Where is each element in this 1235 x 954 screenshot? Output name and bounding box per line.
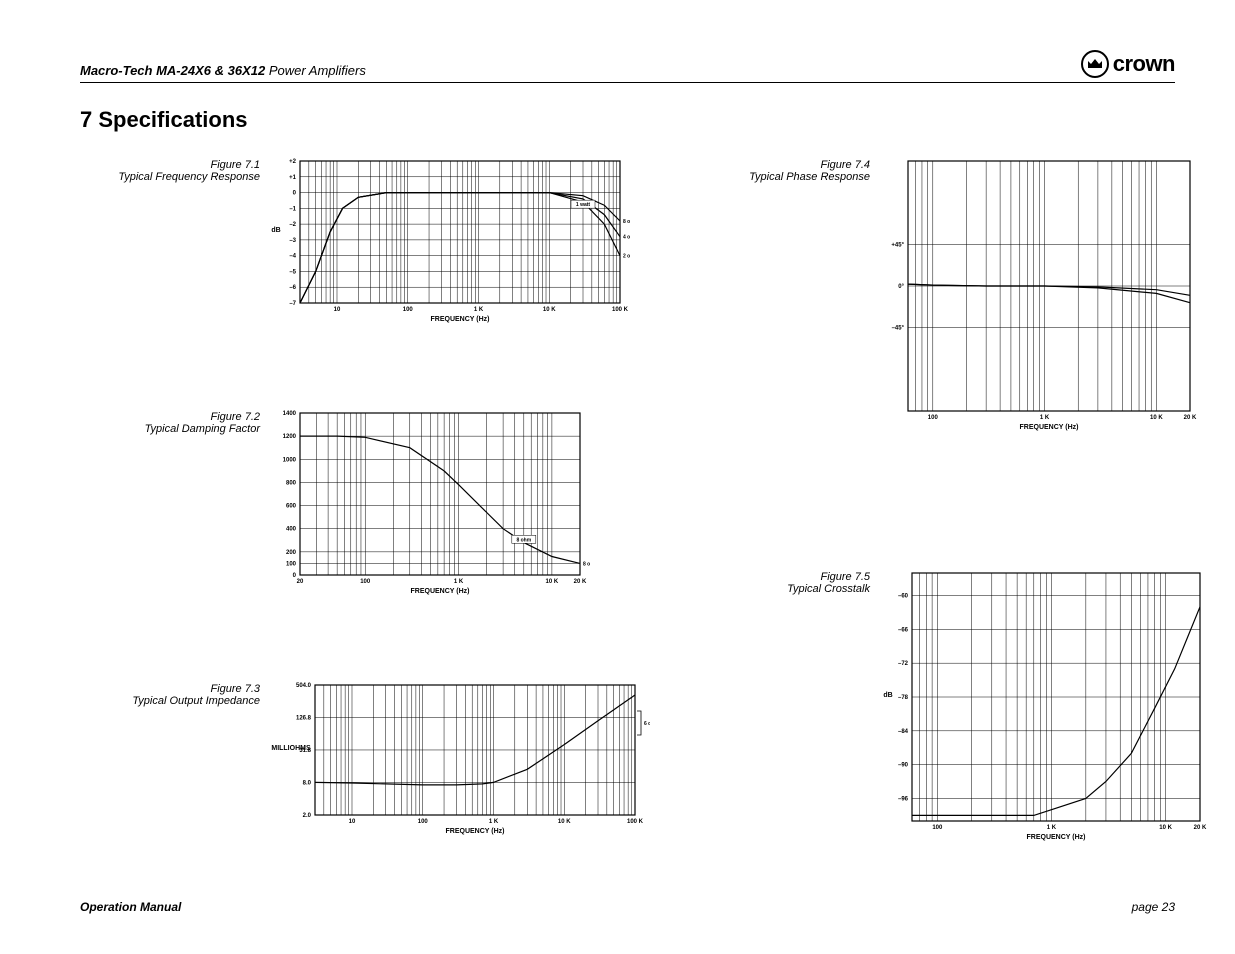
svg-text:FREQUENCY (Hz): FREQUENCY (Hz) (1027, 834, 1086, 841)
svg-text:–84: –84 (898, 729, 909, 735)
svg-text:1 K: 1 K (474, 307, 484, 313)
figure-7-4-chart: 100 1 K 10 K 20 K +45° 0° –45° FREQUENCY (Hz) (880, 153, 1200, 455)
figure-7-1: Figure 7.1 Typical Frequency Response 10… (80, 153, 650, 345)
svg-text:MILLIOHMS: MILLIOHMS (271, 745, 311, 752)
svg-text:–5: –5 (289, 269, 296, 275)
svg-text:10 K: 10 K (1150, 415, 1163, 421)
svg-text:2.0: 2.0 (303, 813, 312, 819)
svg-text:FREQUENCY (Hz): FREQUENCY (Hz) (1020, 424, 1079, 431)
svg-text:8 ohm: 8 ohm (623, 219, 630, 225)
svg-text:100: 100 (360, 579, 371, 585)
svg-text:10 K: 10 K (558, 819, 571, 825)
left-column: Figure 7.1 Typical Frequency Response 10… (80, 153, 650, 867)
figure-7-3: Figure 7.3 Typical Output Impedance 10 10… (80, 677, 650, 859)
figure-7-2: Figure 7.2 Typical Damping Factor 20 100 1… (80, 405, 650, 617)
svg-text:504.0: 504.0 (296, 683, 312, 689)
svg-text:20: 20 (297, 579, 304, 585)
header-title: Macro-Tech MA-24X6 & 36X12 Power Amplifi… (80, 63, 366, 78)
svg-text:–6: –6 (289, 285, 296, 291)
svg-text:200: 200 (286, 550, 297, 556)
svg-text:1 K: 1 K (454, 579, 464, 585)
svg-text:1 watt: 1 watt (576, 202, 591, 208)
svg-text:6 dB: 6 dB (644, 721, 650, 727)
svg-text:dB: dB (271, 227, 280, 234)
svg-text:dB: dB (883, 692, 892, 699)
brand-logo: crown (1081, 50, 1175, 78)
section-heading: 7 Specifications (80, 107, 1175, 133)
figures-grid: Figure 7.1 Typical Frequency Response 10… (80, 153, 1175, 867)
svg-text:–45°: –45° (892, 326, 905, 332)
figure-7-4-caption: Figure 7.4 Typical Phase Response (690, 153, 870, 183)
figure-7-2-caption: Figure 7.2 Typical Damping Factor (80, 405, 260, 435)
figure-7-2-chart: 20 100 1 K 10 K 20 K 1400 1200 1000 800 600 400 200… (270, 405, 590, 617)
svg-text:126.8: 126.8 (296, 715, 312, 721)
figure-7-3-caption: Figure 7.3 Typical Output Impedance (80, 677, 260, 707)
right-column: Figure 7.4 Typical Phase Response 100 1 K… (690, 153, 1210, 867)
svg-text:20 K: 20 K (1194, 825, 1207, 831)
figure-7-5-caption: Figure 7.5 Typical Crosstalk (690, 565, 870, 595)
svg-text:10: 10 (349, 819, 356, 825)
svg-text:20 K: 20 K (1184, 415, 1197, 421)
page-header: Macro-Tech MA-24X6 & 36X12 Power Amplifi… (80, 50, 1175, 83)
footer-right: page 23 (1132, 900, 1175, 914)
svg-text:100: 100 (418, 819, 429, 825)
svg-text:+1: +1 (289, 175, 297, 181)
figure-7-5: Figure 7.5 Typical Crosstalk 100 1 K 10 K 2… (690, 565, 1210, 867)
svg-text:1000: 1000 (283, 457, 297, 463)
svg-text:2 ohm: 2 ohm (623, 254, 630, 260)
svg-text:800: 800 (286, 480, 297, 486)
svg-text:0°: 0° (898, 284, 904, 290)
svg-text:4 ohm: 4 ohm (623, 235, 630, 241)
figure-7-1-chart: 10 100 1 K 10 K 100 K +2 +1 0 –1 –2 –3 –4 –5 –6 –7 dB FR… (270, 153, 630, 345)
product-name: Macro-Tech MA-24X6 & 36X12 (80, 63, 265, 78)
svg-text:FREQUENCY (Hz): FREQUENCY (Hz) (411, 588, 470, 595)
crown-icon (1081, 50, 1109, 78)
svg-text:+2: +2 (289, 159, 297, 165)
svg-text:10 K: 10 K (1159, 825, 1172, 831)
svg-text:400: 400 (286, 527, 297, 533)
svg-text:FREQUENCY (Hz): FREQUENCY (Hz) (446, 828, 505, 835)
svg-text:–7: –7 (289, 301, 296, 307)
svg-text:8 ohm: 8 ohm (516, 537, 531, 543)
svg-text:–96: –96 (898, 796, 909, 802)
svg-text:+45°: +45° (891, 242, 904, 248)
figure-7-1-caption: Figure 7.1 Typical Frequency Response (80, 153, 260, 183)
svg-text:–4: –4 (289, 254, 296, 260)
svg-text:100: 100 (286, 561, 297, 567)
svg-text:1200: 1200 (283, 434, 297, 440)
svg-text:1 K: 1 K (1040, 415, 1050, 421)
svg-text:–2: –2 (289, 222, 296, 228)
svg-text:10: 10 (334, 307, 341, 313)
svg-text:–1: –1 (289, 206, 296, 212)
svg-text:–3: –3 (289, 238, 296, 244)
figure-7-4: Figure 7.4 Typical Phase Response 100 1 K… (690, 153, 1210, 455)
product-subtitle: Power Amplifiers (265, 63, 366, 78)
footer-left: Operation Manual (80, 900, 181, 914)
svg-text:–66: –66 (898, 627, 909, 633)
svg-text:100: 100 (928, 415, 939, 421)
svg-text:10 K: 10 K (546, 579, 559, 585)
svg-text:1 K: 1 K (489, 819, 499, 825)
svg-text:20 K: 20 K (574, 579, 587, 585)
svg-text:8.0: 8.0 (303, 780, 312, 786)
svg-text:0: 0 (293, 191, 297, 197)
figure-7-3-chart: 101001 K10 K100 K504.0126.831.88.02.0MIL… (270, 677, 650, 859)
svg-text:1400: 1400 (283, 411, 297, 417)
svg-text:–60: –60 (898, 594, 909, 600)
svg-text:8 ohm: 8 ohm (583, 561, 590, 567)
svg-text:100 K: 100 K (627, 819, 644, 825)
svg-text:–90: –90 (898, 763, 909, 769)
page-footer: Operation Manual page 23 (80, 900, 1175, 914)
figure-7-5-chart: 100 1 K 10 K 20 K –60 –66 –72 –78 –84 –90 –96 dB FRE… (880, 565, 1210, 867)
svg-text:–78: –78 (898, 695, 909, 701)
svg-text:600: 600 (286, 504, 297, 510)
svg-text:FREQUENCY (Hz): FREQUENCY (Hz) (431, 316, 490, 323)
svg-text:100: 100 (403, 307, 414, 313)
svg-text:1 K: 1 K (1047, 825, 1057, 831)
svg-text:100: 100 (932, 825, 943, 831)
svg-text:100 K: 100 K (612, 307, 629, 313)
svg-text:10 K: 10 K (543, 307, 556, 313)
svg-text:–72: –72 (898, 661, 909, 667)
brand-text: crown (1113, 51, 1175, 77)
